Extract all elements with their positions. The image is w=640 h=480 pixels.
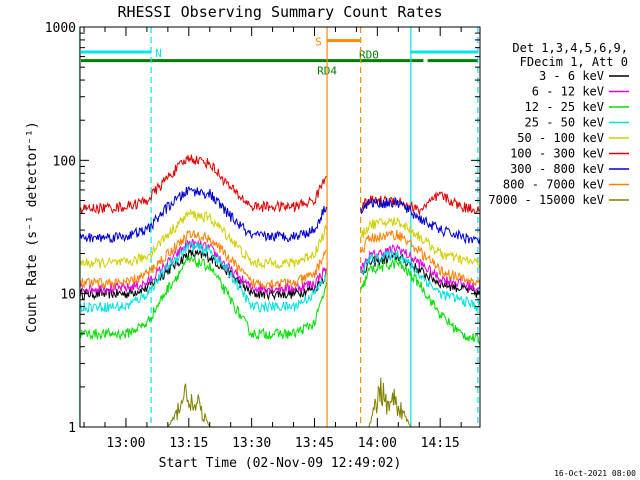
x-tick-label: 13:30 [232, 436, 271, 451]
legend-entry-label: 800 - 7000 keV [503, 178, 604, 192]
legend-entry-label: 12 - 25 keV [525, 100, 604, 114]
x-axis-label: Start Time (02-Nov-09 12:49:02) [159, 456, 402, 471]
series-layer [79, 154, 481, 428]
x-tick-label: 13:45 [295, 436, 334, 451]
y-tick-label: 1000 [45, 21, 76, 36]
x-axis: 13:00 13:15 13:30 13:45 14:00 14:15 [83, 27, 462, 451]
legend-entry-label: 6 - 12 keV [532, 85, 604, 99]
x-tick-label: 13:15 [169, 436, 208, 451]
saa-flag-label: S [315, 36, 322, 49]
legend-header-line-1: Det 1,3,4,5,6,9, [512, 41, 628, 55]
x-tick-label: 13:00 [106, 436, 145, 451]
chart-title: RHESSI Observing Summary Count Rates [117, 3, 442, 21]
legend-entry-label: 100 - 300 keV [510, 147, 604, 161]
series-line [79, 154, 480, 215]
legend: Det 1,3,4,5,6,9, FDecim 1, Att 0 3 - 6 k… [488, 41, 629, 207]
y-tick-label: 10 [60, 288, 76, 303]
plot-frame [79, 26, 481, 428]
y-axis-label: Count Rate (s⁻¹ detector⁻¹) [25, 121, 40, 332]
decimation-flag-label: RD0 [359, 49, 379, 62]
series-line [79, 209, 481, 270]
y-tick-label: 1 [68, 421, 76, 436]
series-line [79, 241, 481, 313]
legend-entry-label: 25 - 50 keV [525, 116, 604, 130]
legend-entry-label: 50 - 100 keV [517, 131, 604, 145]
legend-entry-label: 3 - 6 keV [539, 69, 604, 83]
night-flag-label: N [155, 47, 162, 60]
x-tick-label: 14:15 [421, 436, 460, 451]
series-line [79, 185, 481, 245]
series-line [79, 254, 481, 345]
series-line [79, 229, 481, 290]
timestamp: 16-Oct-2021 08:00 [554, 469, 636, 478]
legend-header-line-2: FDecim 1, Att 0 [520, 55, 628, 69]
y-tick-label: 100 [53, 154, 76, 169]
legend-entry-label: 300 - 800 keV [510, 162, 604, 176]
legend-entry-label: 7000 - 15000 keV [488, 193, 604, 207]
x-tick-label: 14:00 [358, 436, 397, 451]
series-line [79, 239, 481, 296]
